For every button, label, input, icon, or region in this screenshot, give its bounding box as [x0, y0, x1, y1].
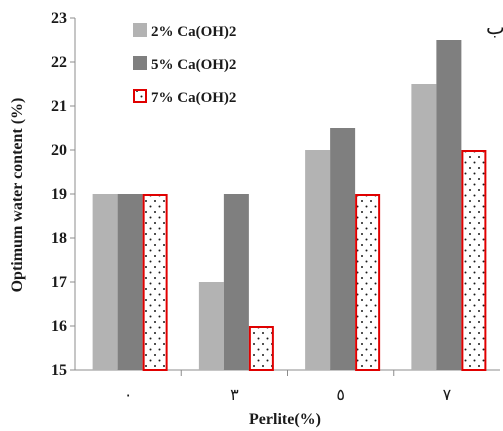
legend-label: 7% Ca(OH)2	[151, 90, 236, 106]
legend: 2% Ca(OH)2 5% Ca(OH)2 7% Ca(OH)2	[133, 23, 236, 106]
corner-mark: ب	[486, 17, 503, 39]
legend-swatch	[133, 56, 147, 70]
y-tick-label: 20	[51, 142, 67, 159]
bar-3-2	[248, 326, 274, 371]
y-axis-title: Optimum water content (%)	[9, 98, 26, 293]
legend-label: 2% Ca(OH)2	[151, 24, 236, 40]
bar-2-2	[223, 194, 249, 370]
legend-swatch	[133, 23, 147, 37]
y-tick-label: 15	[51, 362, 67, 379]
y-tick-label: 22	[51, 54, 67, 71]
y-tick-label: 18	[51, 230, 67, 247]
y-tick-label: 16	[51, 318, 67, 335]
bar-3-3	[355, 194, 381, 371]
x-axis-title: Perlite(%)	[249, 411, 321, 428]
bar-1-4	[411, 84, 437, 370]
bars	[92, 40, 487, 371]
x-tick-label: ٧	[443, 387, 452, 404]
y-tick-label: 17	[51, 274, 67, 291]
bar-2-4	[436, 40, 462, 370]
y-tick-label: 19	[51, 186, 67, 203]
x-tick-label: ٣	[230, 387, 239, 404]
tick-labels: 15 16 17 18 19 20 21 22 23 ٠ ٣ ٥ ٧	[51, 10, 452, 404]
y-tick-label: 21	[51, 98, 67, 115]
legend-swatch	[133, 89, 147, 103]
legend-label: 5% Ca(OH)2	[151, 57, 236, 73]
bar-2-1	[117, 194, 143, 370]
bar-1-2	[198, 282, 224, 370]
bar-3-4	[461, 150, 487, 371]
y-tick-label: 23	[51, 10, 67, 27]
bar-1-1	[92, 194, 118, 370]
x-tick-label: ٥	[336, 387, 345, 404]
bar-3-1	[142, 194, 168, 371]
bar-2-3	[330, 128, 356, 370]
bar-1-3	[305, 150, 331, 370]
x-tick-label: ٠	[124, 387, 133, 404]
